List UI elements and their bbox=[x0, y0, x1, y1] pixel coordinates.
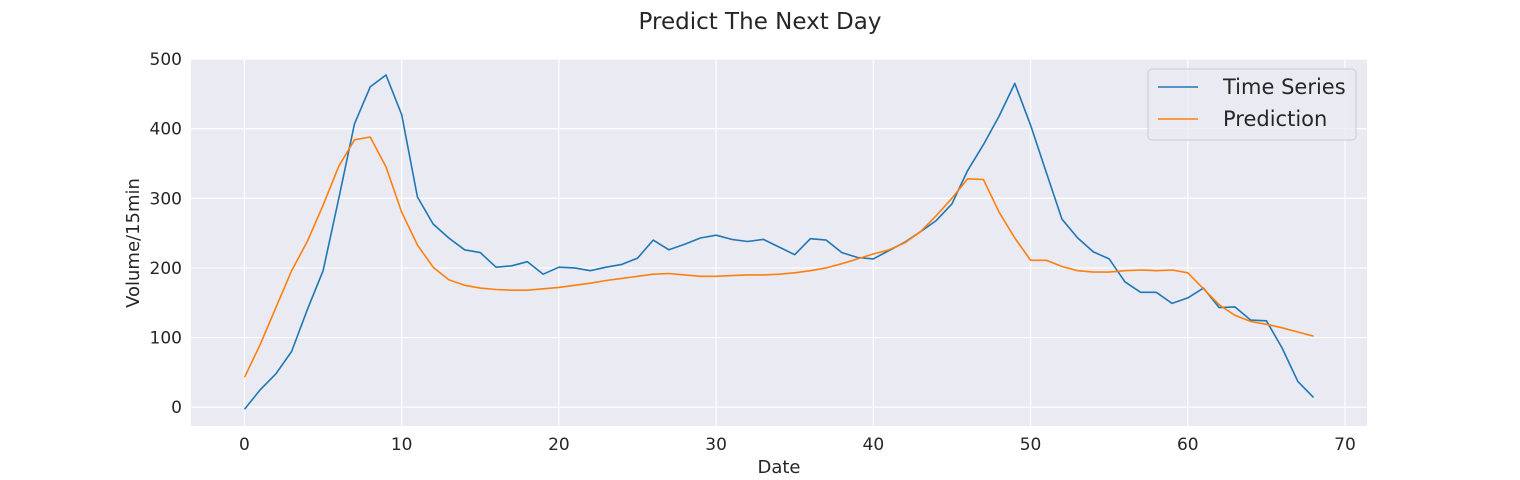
y-tick-label: 500 bbox=[150, 50, 182, 70]
series-line-1 bbox=[243, 136, 1314, 378]
x-tick-label: 40 bbox=[863, 435, 885, 455]
x-axis-label: Date bbox=[757, 457, 800, 478]
y-tick-labels: 0 100 200 300 400 500 bbox=[150, 50, 182, 418]
y-tick-label: 0 bbox=[171, 398, 182, 418]
x-tick-labels: 0 10 20 30 40 50 60 70 bbox=[239, 435, 1356, 455]
legend-label: Time Series bbox=[1222, 75, 1346, 99]
y-tick-label: 100 bbox=[150, 329, 182, 349]
legend: Time Series Prediction bbox=[1147, 68, 1357, 141]
series-lines bbox=[243, 74, 1315, 410]
y-tick-label: 400 bbox=[150, 120, 182, 140]
y-tick-label: 200 bbox=[150, 259, 182, 279]
x-tick-label: 70 bbox=[1334, 435, 1356, 455]
x-tick-label: 60 bbox=[1177, 435, 1199, 455]
series-line-0 bbox=[243, 74, 1315, 410]
x-tick-label: 0 bbox=[239, 435, 250, 455]
legend-box bbox=[1147, 68, 1357, 141]
x-tick-label: 30 bbox=[705, 435, 727, 455]
x-tick-label: 50 bbox=[1020, 435, 1042, 455]
x-tick-label: 20 bbox=[548, 435, 570, 455]
x-tick-label: 10 bbox=[391, 435, 413, 455]
y-axis-label: Volume/15min bbox=[123, 178, 144, 308]
chart-title: Predict The Next Day bbox=[639, 9, 882, 35]
legend-label: Prediction bbox=[1223, 107, 1327, 131]
y-tick-label: 300 bbox=[150, 189, 182, 209]
